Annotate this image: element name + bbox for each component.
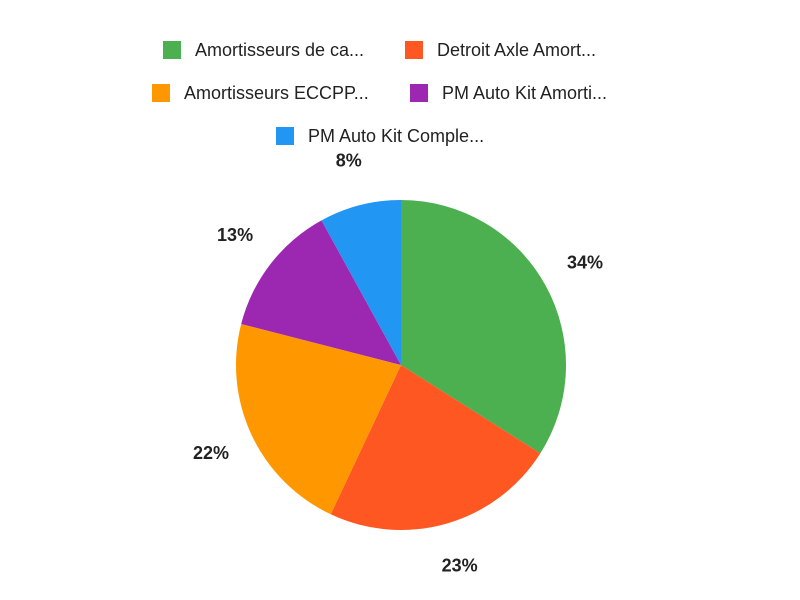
pie-slice	[401, 200, 566, 454]
value-label: 13%	[217, 225, 253, 245]
legend-label: Amortisseurs de ca...	[195, 40, 364, 60]
legend-label: Detroit Axle Amort...	[437, 40, 596, 60]
pie-slice	[321, 200, 401, 365]
value-label: 8%	[336, 150, 362, 170]
pie-slice	[330, 365, 541, 530]
value-label: 34%	[567, 253, 603, 273]
value-label: 23%	[442, 555, 478, 575]
legend-label: PM Auto Kit Comple...	[308, 126, 484, 146]
legend-label: Amortisseurs ECCPP...	[184, 83, 369, 103]
pie-slice	[236, 323, 401, 515]
value-label: 22%	[193, 443, 229, 463]
legend-swatch	[163, 41, 181, 59]
legend-swatch	[152, 84, 170, 102]
legend-swatch	[276, 127, 294, 145]
legend-swatch	[405, 41, 423, 59]
pie-slice	[241, 220, 401, 365]
legend-label: PM Auto Kit Amorti...	[442, 83, 607, 103]
legend-swatch	[410, 84, 428, 102]
